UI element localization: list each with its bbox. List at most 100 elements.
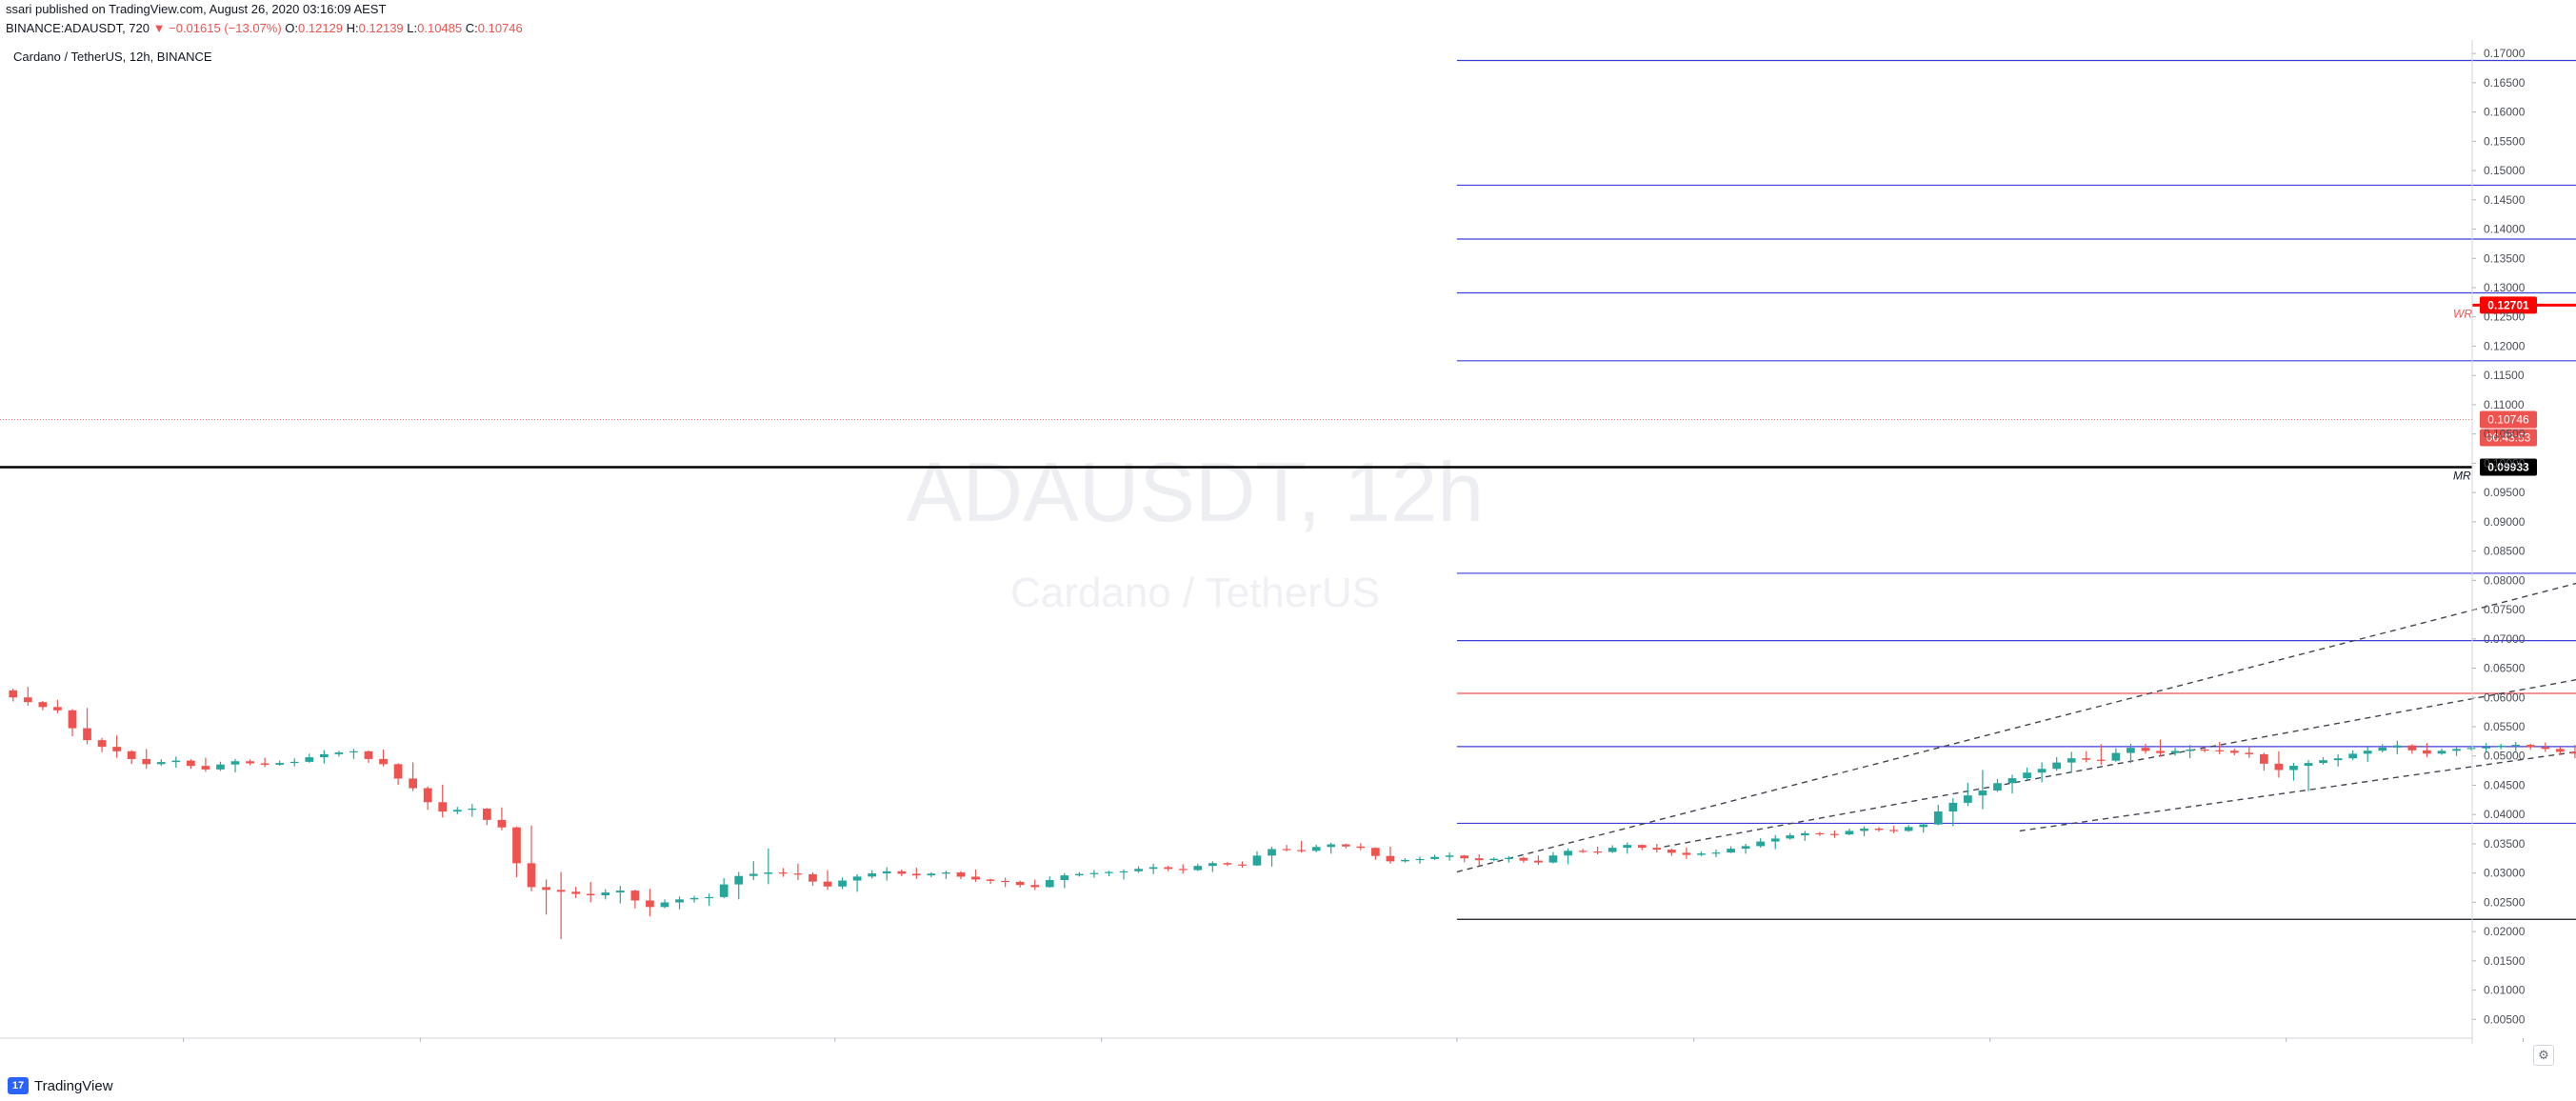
candle-body bbox=[2127, 748, 2135, 753]
candle-body bbox=[349, 751, 358, 753]
candle-body bbox=[1711, 852, 1721, 854]
candle-body bbox=[2067, 758, 2076, 763]
y-tick-label: 0.13000 bbox=[2484, 281, 2526, 294]
candle-body bbox=[1652, 848, 1662, 851]
candle-body bbox=[2170, 751, 2180, 753]
candle-body bbox=[1682, 852, 1691, 855]
candle-body bbox=[1148, 867, 1158, 870]
candle bbox=[1993, 774, 2017, 794]
candle bbox=[1548, 848, 1572, 865]
candle-body bbox=[868, 873, 877, 877]
candle-body bbox=[942, 872, 950, 874]
candle bbox=[2319, 753, 2343, 767]
candle bbox=[838, 873, 862, 892]
down-arrow-icon: ▼ bbox=[152, 21, 166, 35]
candle-body bbox=[423, 788, 432, 803]
candle-body bbox=[660, 902, 669, 908]
candle-body bbox=[1667, 850, 1676, 853]
candle bbox=[1311, 842, 1336, 854]
candle bbox=[1815, 830, 1839, 838]
high-value: 0.12139 bbox=[358, 21, 404, 35]
tradingview-brand[interactable]: 17 TradingView bbox=[8, 1077, 113, 1094]
candle-body bbox=[897, 871, 907, 874]
candle-body bbox=[2023, 772, 2031, 779]
candle-body bbox=[2141, 748, 2150, 751]
candle-body bbox=[2333, 758, 2343, 761]
y-tick-label: 0.01000 bbox=[2484, 984, 2526, 997]
candle bbox=[483, 807, 507, 831]
candle-body bbox=[2096, 759, 2106, 761]
candle-body bbox=[305, 757, 314, 762]
candle-body bbox=[1252, 855, 1262, 866]
candle-body bbox=[2304, 763, 2313, 767]
candle bbox=[275, 758, 299, 767]
y-tick-label: 0.15000 bbox=[2484, 164, 2526, 177]
candle-body bbox=[2111, 752, 2121, 761]
price-chart[interactable]: ADAUSDT, 12h Cardano / TetherUS Cardano /… bbox=[0, 40, 2576, 1073]
y-tick-label: 0.05500 bbox=[2484, 720, 2526, 733]
candle bbox=[2526, 742, 2550, 752]
gear-icon[interactable]: ⚙ bbox=[2533, 1045, 2554, 1066]
candle bbox=[97, 735, 121, 758]
candle bbox=[630, 889, 654, 917]
candle bbox=[1371, 847, 1395, 864]
candle-body bbox=[793, 873, 803, 875]
candle-body bbox=[1919, 824, 1928, 828]
y-tick-label: 0.14000 bbox=[2484, 223, 2526, 236]
chart-title: Cardano / TetherUS, 12h, BINANCE bbox=[13, 50, 212, 64]
y-tick-label: 0.10500 bbox=[2484, 428, 2526, 441]
candle-body bbox=[1282, 849, 1291, 851]
candle bbox=[2348, 747, 2372, 762]
y-tick-label: 0.08000 bbox=[2484, 573, 2526, 587]
candle bbox=[1578, 847, 1602, 854]
candle bbox=[156, 756, 181, 769]
candle-body bbox=[156, 762, 166, 765]
candle-body bbox=[1223, 863, 1232, 865]
y-tick-label: 0.14500 bbox=[2484, 193, 2526, 207]
candle-body bbox=[112, 747, 121, 751]
watermark-symbol: ADAUSDT, 12h bbox=[907, 445, 1484, 539]
candle bbox=[542, 871, 566, 940]
candle-body bbox=[1489, 858, 1499, 861]
countdown-text: 06:43:53 bbox=[2486, 431, 2531, 445]
candle-body bbox=[734, 875, 744, 885]
candle-body bbox=[2289, 766, 2298, 771]
candle bbox=[423, 784, 448, 818]
candle-body bbox=[1964, 795, 1972, 803]
candle-body bbox=[2466, 748, 2476, 750]
candle-body bbox=[452, 810, 462, 812]
candle bbox=[1075, 870, 1099, 878]
candle-body bbox=[379, 758, 388, 765]
candle-body bbox=[2378, 747, 2387, 751]
candle-body bbox=[68, 710, 77, 729]
symbol-label: BINANCE:ADAUSDT, 720 bbox=[6, 21, 150, 35]
candle bbox=[2496, 741, 2521, 751]
candle-body bbox=[2156, 751, 2165, 753]
plot-background bbox=[0, 40, 2472, 1038]
candle-body bbox=[2570, 751, 2576, 754]
candle bbox=[1904, 822, 1928, 833]
candle-body bbox=[749, 873, 758, 876]
candle-body bbox=[586, 893, 595, 896]
y-tick-label: 0.02000 bbox=[2484, 925, 2526, 938]
chart-area[interactable]: ADAUSDT, 12h Cardano / TetherUS Cardano /… bbox=[0, 40, 2576, 1073]
candle-body bbox=[1415, 858, 1425, 861]
candle-body bbox=[1548, 855, 1558, 863]
candle bbox=[689, 893, 713, 907]
candle bbox=[364, 749, 388, 767]
candle bbox=[809, 870, 832, 891]
candle-body bbox=[1460, 855, 1469, 859]
candle bbox=[1015, 879, 1040, 891]
brand-label: TradingView bbox=[34, 1077, 113, 1094]
candle-body bbox=[705, 896, 713, 899]
candle bbox=[2556, 745, 2576, 759]
candle-body bbox=[956, 872, 966, 877]
candle-body bbox=[1356, 846, 1366, 849]
candle bbox=[1637, 843, 1662, 853]
candle-body bbox=[9, 690, 18, 698]
candle-body bbox=[1030, 885, 1040, 888]
candle-body bbox=[542, 887, 550, 891]
candle bbox=[601, 886, 625, 904]
candle-body bbox=[334, 752, 344, 754]
y-tick-label: 0.12500 bbox=[2484, 310, 2526, 324]
